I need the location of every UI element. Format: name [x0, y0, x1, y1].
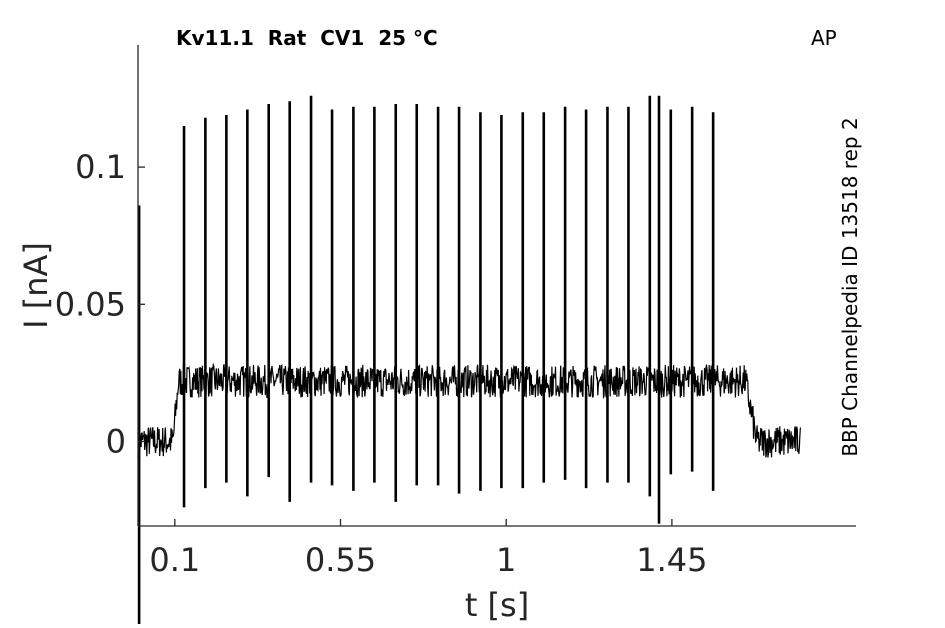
y-axis-label: I [nA] [17, 242, 55, 329]
current-trace [137, 362, 801, 459]
x-tick-label: 1.45 [636, 541, 707, 579]
y-tick-label: 0.05 [55, 285, 126, 323]
source-label: BBP Channelpedia ID 13518 rep 2 [838, 117, 862, 457]
chart-title: Kv11.1 Rat CV1 25 °C [176, 26, 438, 50]
x-tick-label: 0.55 [305, 541, 376, 579]
x-axis-label: t [s] [465, 586, 529, 624]
x-tick-label: 1 [496, 541, 516, 579]
x-tick-label: 0.1 [149, 541, 200, 579]
protocol-label: AP [811, 26, 837, 50]
y-tick-label: 0 [106, 422, 126, 460]
y-tick-label: 0.1 [75, 148, 126, 186]
